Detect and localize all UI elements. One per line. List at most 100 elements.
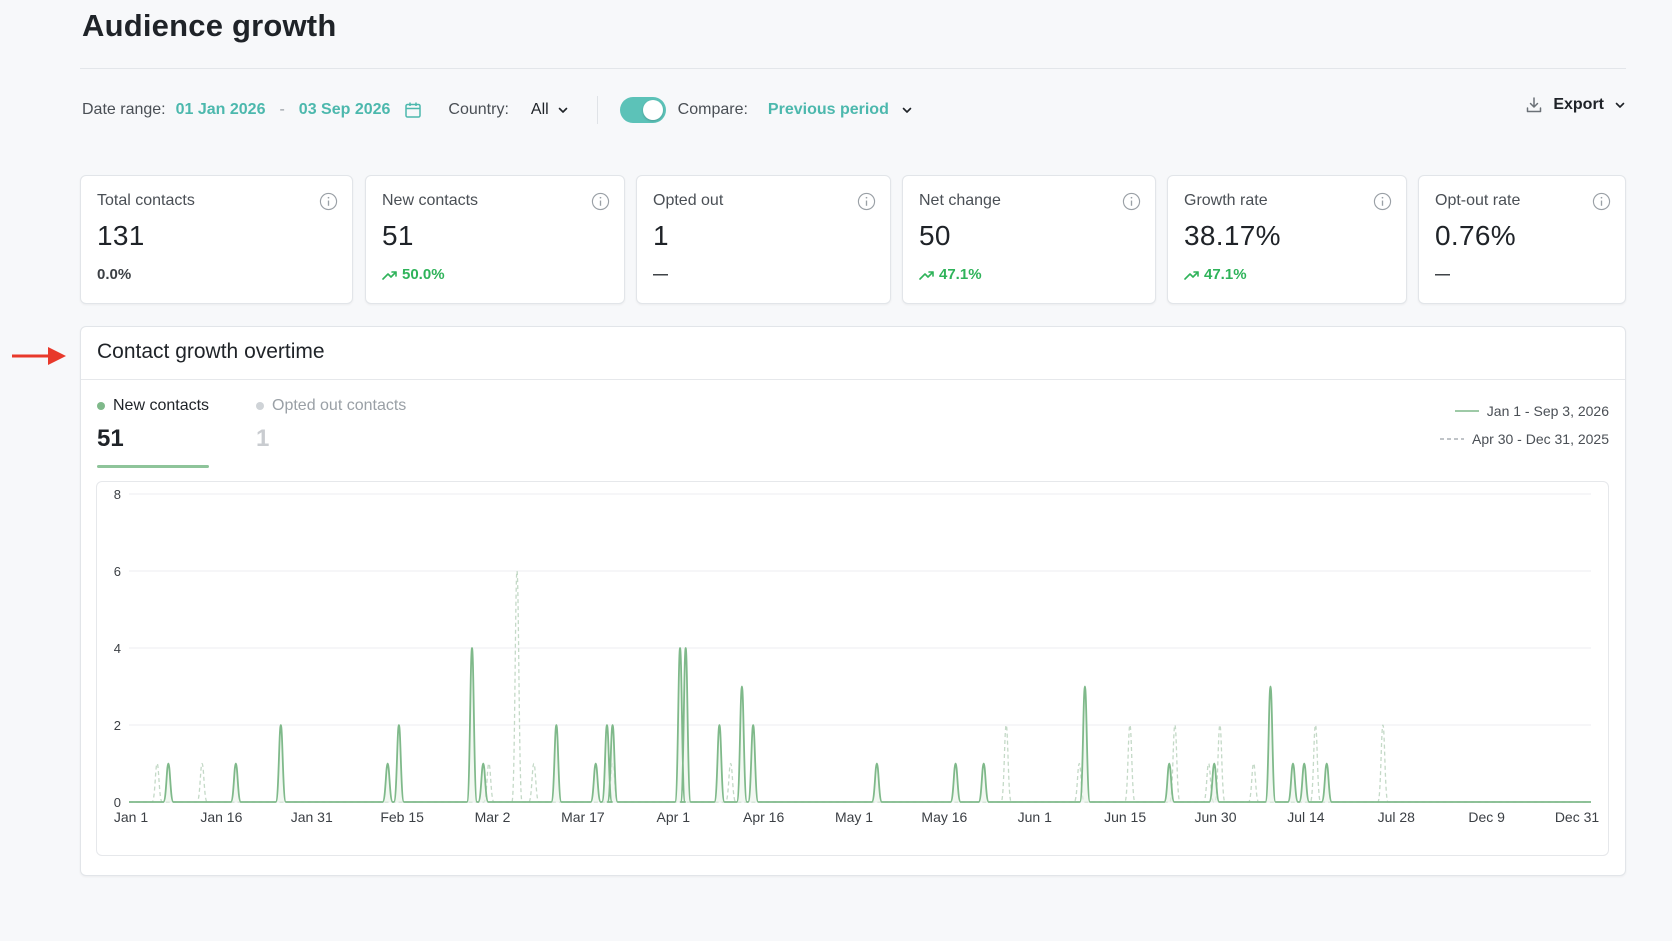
end-date[interactable]: 03 Sep 2026: [298, 101, 391, 118]
stat-label: Opted out: [653, 192, 724, 209]
tab-underline: [97, 465, 209, 468]
country-select[interactable]: All: [531, 101, 569, 119]
trend-up-icon: [382, 270, 397, 280]
x-tick-label: Dec 31: [1555, 809, 1600, 825]
compare-toggle[interactable]: [619, 97, 666, 123]
delta-text: 50.0%: [402, 266, 445, 283]
date-separator: -: [279, 101, 285, 118]
legend-current-label: Jan 1 - Sep 3, 2026: [1486, 403, 1609, 419]
stat-card-opt-out-rate: Opt-out rate 0.76% —: [1418, 175, 1626, 304]
delta-text: 47.1%: [939, 266, 982, 283]
title-divider: [80, 68, 1626, 69]
y-tick-label: 4: [114, 641, 121, 656]
x-tick-label: May 1: [835, 809, 873, 825]
stat-label: Net change: [919, 192, 1001, 209]
arrow-right-icon: [12, 347, 66, 365]
legend-current: Jan 1 - Sep 3, 2026: [1440, 397, 1609, 425]
trend-up-icon: [1184, 270, 1199, 280]
tab-label-text: Opted out contacts: [272, 397, 407, 414]
x-tick-label: Dec 9: [1468, 809, 1505, 825]
plot-box: 0 2 4 6 8 Jan 1 Jan 16 Jan 31 Feb 15 Mar 2 Mar 17 A…: [96, 481, 1609, 856]
delta-text: 47.1%: [1204, 266, 1247, 283]
previous-period-line: [129, 570, 1591, 803]
x-tick-label: Jan 1: [114, 809, 148, 825]
stat-card-growth-rate: Growth rate 38.17% 47.1%: [1167, 175, 1407, 304]
stat-card-new-contacts: New contacts 51 50.0%: [365, 175, 625, 304]
stat-value: 51: [382, 220, 414, 251]
chevron-down-icon: [902, 107, 912, 113]
stat-card-total-contacts: Total contacts 131 0.0%: [80, 175, 353, 304]
info-icon[interactable]: [1122, 192, 1141, 211]
x-tick-label: Jan 31: [291, 809, 333, 825]
x-tick-label: Jun 15: [1104, 809, 1146, 825]
stat-delta: 0.0%: [97, 266, 336, 283]
start-date[interactable]: 01 Jan 2026: [175, 101, 266, 118]
country-label: Country:: [448, 101, 509, 118]
y-tick-label: 0: [114, 795, 121, 810]
delta-text: —: [653, 266, 668, 283]
stat-card-opted-out: Opted out 1 —: [636, 175, 891, 304]
tab-label: Opted out contacts: [256, 397, 406, 415]
info-icon[interactable]: [591, 192, 610, 211]
stat-delta: 47.1%: [919, 266, 1139, 283]
country-value: All: [530, 101, 549, 118]
x-tick-label: Mar 17: [561, 809, 605, 825]
delta-text: 0.0%: [97, 266, 132, 283]
chart-card: Contact growth overtime New contacts 51 …: [80, 326, 1626, 876]
stat-delta: 50.0%: [382, 266, 608, 283]
stat-label: Opt-out rate: [1435, 192, 1521, 209]
x-tick-label: Feb 15: [380, 809, 424, 825]
stat-value: 50: [919, 220, 951, 251]
stat-value: 1: [653, 220, 669, 251]
info-icon[interactable]: [857, 192, 876, 211]
x-tick-label: Mar 2: [475, 809, 511, 825]
stat-value: 0.76%: [1435, 220, 1516, 251]
x-tick-label: Jun 30: [1194, 809, 1236, 825]
stat-label: New contacts: [382, 192, 479, 209]
y-tick-label: 2: [114, 718, 121, 733]
tab-value: 1: [256, 425, 270, 452]
x-tick-label: Jul 14: [1287, 809, 1325, 825]
info-icon[interactable]: [1592, 192, 1611, 211]
tab-opted-out-contacts[interactable]: Opted out contacts 1: [256, 397, 406, 453]
tab-new-contacts[interactable]: New contacts 51: [97, 397, 209, 453]
period-legend: Jan 1 - Sep 3, 2026 Apr 30 - Dec 31, 202…: [1440, 397, 1609, 453]
tab-label-text: New contacts: [113, 397, 210, 414]
compare-label: Compare:: [677, 101, 748, 118]
stat-value: 38.17%: [1184, 220, 1281, 251]
stat-label: Total contacts: [97, 192, 195, 209]
y-tick-label: 6: [114, 564, 121, 579]
filter-divider: [596, 96, 598, 124]
x-tick-label: Jun 1: [1018, 809, 1052, 825]
calendar-icon[interactable]: [404, 101, 422, 119]
solid-line-swatch: [1454, 410, 1479, 412]
info-icon[interactable]: [1373, 192, 1392, 211]
stat-card-net-change: Net change 50 47.1%: [902, 175, 1156, 304]
filter-bar: Date range: 01 Jan 2026 - 03 Sep 2026 Co…: [82, 92, 1626, 128]
export-label: Export: [1553, 96, 1604, 113]
x-tick-label: Jan 16: [200, 809, 242, 825]
stat-delta: —: [1435, 266, 1609, 283]
date-range-label: Date range:: [82, 101, 166, 118]
x-tick-label: Apr 16: [743, 809, 784, 825]
x-tick-label: May 16: [921, 809, 967, 825]
toggle-knob: [642, 100, 663, 120]
tab-value: 51: [97, 425, 124, 452]
info-icon[interactable]: [319, 192, 338, 211]
export-button[interactable]: Export: [1525, 96, 1626, 114]
page-title: Audience growth: [82, 8, 337, 43]
legend-previous: Apr 30 - Dec 31, 2025: [1440, 425, 1609, 453]
chart-title: Contact growth overtime: [81, 327, 1625, 380]
compare-select[interactable]: Previous period: [768, 101, 913, 119]
tab-label: New contacts: [97, 397, 209, 415]
download-icon: [1527, 97, 1542, 113]
legend-dot: [97, 402, 105, 410]
stat-delta: —: [653, 266, 874, 283]
y-tick-label: 8: [114, 487, 121, 502]
legend-dot: [256, 402, 264, 410]
chevron-down-icon: [1615, 102, 1625, 108]
stat-delta: 47.1%: [1184, 266, 1390, 283]
legend-previous-label: Apr 30 - Dec 31, 2025: [1472, 431, 1609, 447]
delta-text: —: [1435, 266, 1450, 283]
chevron-down-icon: [558, 107, 567, 113]
